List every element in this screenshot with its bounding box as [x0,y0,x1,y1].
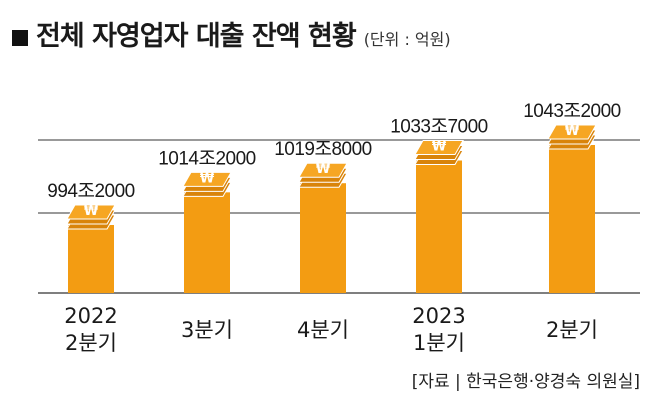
won-coin-stack-icon: ₩ [66,204,116,230]
category-label: 2분기 [65,331,117,355]
category-label: 4분기 [297,318,349,342]
bar [549,145,595,293]
source-note: [자료 | 한국은행·양경숙 의원실] [411,372,640,392]
svg-text:₩: ₩ [565,124,580,139]
won-coin-stack-icon: ₩ [298,162,348,188]
chart-header: 전체 자영업자 대출 잔액 현황 (단위 : 억원) [12,14,451,53]
category-label: 2023 [412,304,465,328]
category-label: 1분기 [413,331,465,355]
data-label: 994조2000 [47,181,134,202]
bar [300,183,346,293]
category-label: 2분기 [546,318,598,342]
chart-title: 전체 자영업자 대출 잔액 현황 [36,21,357,52]
category-label: 3분기 [181,318,233,342]
category-label: 2022 [64,304,117,328]
svg-text:₩: ₩ [432,140,447,155]
data-label: 1043조2000 [523,101,621,122]
won-coin-stack-icon: ₩ [547,124,597,150]
data-label: 1019조8000 [274,139,372,160]
won-coin-stack-icon: ₩ [182,171,232,197]
data-label: 1033조7000 [390,117,488,138]
svg-text:₩: ₩ [84,204,99,219]
bar [184,192,230,293]
bar [416,160,462,293]
won-coin-stack-icon: ₩ [414,140,464,166]
unit-label: (단위 : 억원) [363,30,451,49]
data-label: 1014조2000 [158,148,256,169]
title-marker [12,30,28,46]
svg-text:₩: ₩ [316,162,331,177]
svg-text:₩: ₩ [200,171,215,186]
bar [68,225,114,293]
